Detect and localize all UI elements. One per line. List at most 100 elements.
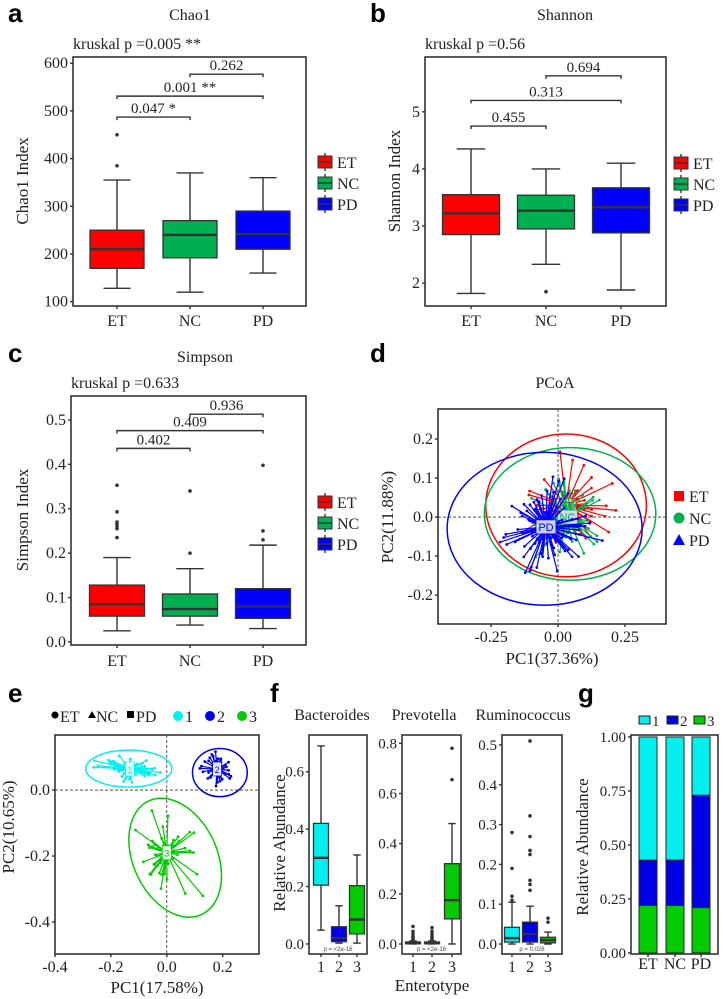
outlier-point	[430, 932, 434, 936]
bar-segment-PD-3	[691, 907, 711, 954]
sample-point	[562, 506, 566, 510]
box-2	[443, 746, 461, 945]
legend-label: 1	[652, 714, 660, 730]
sample-point	[107, 758, 110, 762]
outlier-point	[528, 878, 532, 883]
outlier-point	[528, 852, 532, 857]
legend-label: NC	[96, 709, 118, 726]
cluster-1-dot-icon	[173, 711, 183, 721]
centroid-label: PD	[538, 522, 553, 534]
bar-segment-ET-1	[638, 736, 658, 861]
legend-label: 3	[707, 714, 715, 730]
sample-point	[218, 776, 221, 780]
sample-point	[172, 838, 175, 842]
sample-point	[166, 862, 170, 866]
y-tick-label: -0.1	[408, 548, 433, 565]
sample-point	[505, 543, 509, 546]
sample-point	[581, 493, 585, 497]
sample-point	[591, 495, 595, 499]
y-axis-label: Relative Abundance	[270, 774, 289, 911]
sample-point	[153, 773, 157, 777]
bar-segment-PD-2	[691, 794, 711, 909]
sample-point	[528, 569, 532, 573]
bar-segment-NC-1	[665, 736, 685, 861]
sample-point	[597, 498, 601, 502]
x-tick-label: PD	[691, 956, 711, 973]
y-tick-label: 0.1	[413, 470, 433, 487]
bar-segment-NC-2	[665, 859, 685, 906]
sample-point	[583, 524, 587, 528]
bar-segment-ET-2	[638, 859, 658, 906]
sample-point	[150, 809, 154, 813]
iqr-box	[312, 822, 330, 886]
circle-shape-icon	[51, 711, 59, 719]
sample-point	[522, 502, 526, 506]
sample-point	[520, 514, 524, 518]
outlier-point	[528, 814, 532, 818]
y-tick-label: 0.3	[478, 818, 497, 834]
sample-point	[546, 534, 550, 538]
significance-bracket	[116, 447, 191, 452]
outlier-point	[430, 934, 434, 939]
sample-point	[159, 887, 163, 891]
y-tick-label: 0.0	[413, 509, 433, 526]
outlier-point	[411, 932, 415, 936]
sample-point	[567, 489, 571, 492]
outlier-point	[430, 929, 434, 934]
box-ET	[88, 483, 146, 632]
y-tick-label: 0.2	[285, 880, 304, 896]
sample-point	[198, 767, 202, 770]
sample-point	[502, 536, 506, 539]
kruskal-annotation: kruskal p =0.005 **	[73, 36, 201, 53]
outlier-point	[546, 920, 550, 924]
sample-point	[535, 566, 539, 569]
outlier-point	[546, 916, 550, 920]
sample-point	[112, 767, 116, 771]
sample-point	[590, 514, 593, 518]
y-tick-label: -0.2	[25, 848, 50, 865]
y-tick-label: 0.0	[378, 937, 397, 953]
sample-point	[227, 769, 230, 772]
group-NC: NC	[483, 446, 657, 582]
confidence-ellipse	[84, 749, 173, 788]
legend-label: 1	[185, 709, 193, 726]
centroid-label: 1	[127, 765, 132, 775]
outlier-point	[510, 898, 514, 903]
x-tick-label: 1	[317, 959, 325, 976]
confidence-ellipse	[446, 451, 643, 607]
y-tick-label: 0.25	[600, 892, 626, 908]
y-tick-label: 300	[44, 198, 68, 215]
panel-letter-g: g	[578, 678, 594, 708]
sample-point	[504, 532, 508, 536]
centroid-label-box	[212, 761, 222, 777]
sample-point	[575, 525, 579, 529]
plot-frame	[501, 734, 563, 955]
outlier-point	[528, 848, 532, 853]
legend-label: NC	[337, 516, 359, 533]
legend-label: 3	[249, 709, 257, 726]
sample-point	[566, 548, 570, 552]
y-tick-label: 0.1	[478, 897, 497, 913]
outlier-point	[528, 834, 532, 839]
sample-point	[201, 894, 205, 898]
outlier-point	[430, 925, 434, 930]
bracket-p-value: 0.455	[492, 110, 526, 126]
y-tick-label: 0.2	[46, 545, 66, 562]
boxplot-group	[441, 148, 651, 295]
x-axis-label: PC1(37.36%)	[505, 649, 598, 668]
sample-point	[144, 759, 148, 762]
chart-title: Simpson	[177, 349, 233, 366]
sample-point	[610, 481, 614, 485]
chart-title: Chao1	[169, 7, 211, 24]
sample-point	[206, 777, 210, 780]
sample-point	[582, 463, 586, 467]
outlier-point	[188, 551, 192, 555]
chart-title: Shannon	[537, 7, 593, 24]
sample-point	[578, 533, 581, 536]
x-tick-label: 1	[508, 959, 516, 976]
sample-point	[229, 774, 233, 778]
sample-point	[528, 489, 531, 493]
x-tick-label: NC	[179, 313, 201, 330]
sample-point	[93, 759, 96, 763]
sample-point	[572, 498, 576, 502]
